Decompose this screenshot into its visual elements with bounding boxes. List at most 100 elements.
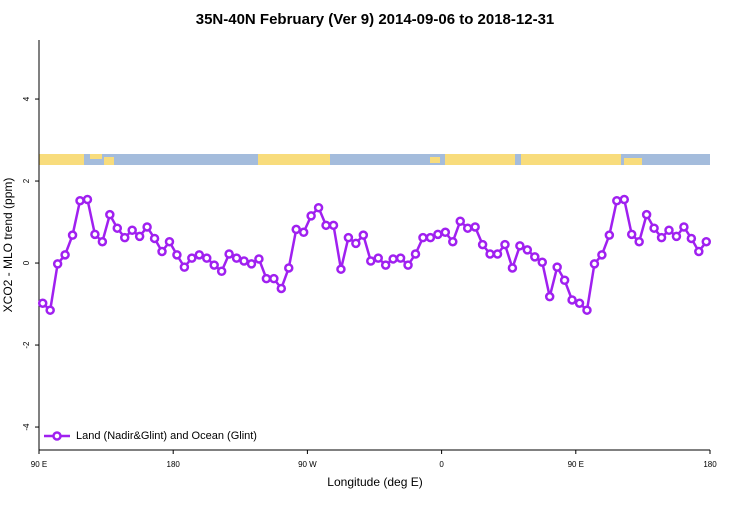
data-point (60, 250, 70, 260)
x-tick-label: 90 E (31, 460, 47, 469)
data-point (179, 262, 190, 272)
y-tick-label: -4 (22, 423, 31, 431)
data-point (671, 231, 682, 242)
legend-marker (52, 431, 62, 441)
data-point (634, 236, 644, 247)
data-point (641, 209, 652, 220)
data-point (701, 236, 712, 247)
data-point (127, 225, 137, 235)
map-strip (39, 154, 710, 165)
data-point (157, 246, 167, 257)
data-point (522, 245, 533, 255)
data-point (410, 249, 421, 259)
data-point (119, 232, 130, 243)
data-point (224, 249, 234, 259)
series-line (41, 198, 708, 313)
data-point (477, 239, 488, 250)
data-point (500, 239, 510, 250)
data-point (328, 220, 339, 231)
data-point (619, 194, 630, 205)
data-point (45, 305, 55, 315)
data-point (149, 233, 160, 244)
data-point (589, 259, 600, 269)
data-point (187, 253, 197, 263)
data-point (231, 253, 242, 263)
data-point (105, 209, 115, 220)
data-point (373, 253, 383, 263)
x-tick-label: 180 (703, 460, 717, 469)
data-point (172, 250, 182, 260)
x-tick-label: 90 W (298, 460, 317, 469)
data-point (336, 264, 346, 274)
data-point (485, 249, 495, 259)
legend-label: Land (Nadir&Glint) and Ocean (Glint) (76, 430, 257, 442)
x-axis-title: Longitude (deg E) (327, 475, 422, 489)
data-point (142, 222, 152, 232)
y-tick-label: 2 (22, 178, 31, 183)
data-point (388, 254, 398, 264)
data-point (552, 262, 562, 272)
data-point (664, 225, 674, 235)
data-point (679, 222, 689, 232)
y-tick-label: 0 (22, 260, 31, 265)
data-point (276, 283, 287, 294)
data-point (269, 273, 279, 284)
x-tick-label: 90 E (568, 460, 584, 469)
x-tick-label: 0 (439, 460, 444, 469)
data-point (403, 260, 413, 270)
data-point (351, 238, 361, 249)
data-point (254, 254, 264, 264)
data-point (597, 250, 607, 260)
data-point (366, 256, 376, 266)
data-point (75, 195, 85, 206)
data-point (291, 224, 301, 235)
data-point (90, 229, 100, 240)
data-point (440, 227, 451, 238)
data-point (418, 232, 428, 243)
data-point (194, 250, 205, 260)
data-point (604, 230, 615, 240)
data-point (448, 236, 458, 247)
data-point (544, 291, 555, 302)
data-point (261, 273, 272, 284)
data-point (530, 252, 540, 262)
y-tick-label: -2 (22, 341, 31, 349)
x-tick-label: 180 (167, 460, 181, 469)
chart-title: 35N-40N February (Ver 9) 2014-09-06 to 2… (196, 11, 555, 28)
data-point (507, 263, 518, 273)
data-point (313, 202, 324, 213)
data-point (52, 259, 63, 269)
data-point (284, 263, 294, 273)
data-point (37, 298, 48, 308)
data-point (686, 233, 697, 244)
data-point (202, 253, 212, 263)
data-point (112, 223, 123, 233)
data-point (574, 298, 585, 308)
data-point (515, 241, 525, 251)
data-point (492, 249, 503, 259)
data-point (134, 231, 145, 242)
data-point (239, 256, 249, 266)
data-point (82, 194, 93, 205)
data-point (582, 305, 592, 315)
data-point (306, 211, 316, 221)
data-point (164, 236, 175, 247)
data-point (656, 232, 667, 243)
data-point (612, 195, 622, 206)
data-point (433, 229, 443, 240)
data-point (649, 223, 659, 233)
data-point (67, 230, 78, 240)
data-point (455, 216, 465, 226)
data-point (97, 236, 108, 247)
data-point (216, 266, 227, 276)
data-point (567, 295, 577, 305)
data-point (537, 257, 547, 267)
data-point (395, 253, 406, 263)
data-point (209, 260, 219, 270)
data-point (380, 260, 391, 270)
data-point (462, 223, 473, 233)
data-point (470, 222, 480, 232)
data-point (626, 229, 637, 240)
data-point (694, 246, 704, 257)
